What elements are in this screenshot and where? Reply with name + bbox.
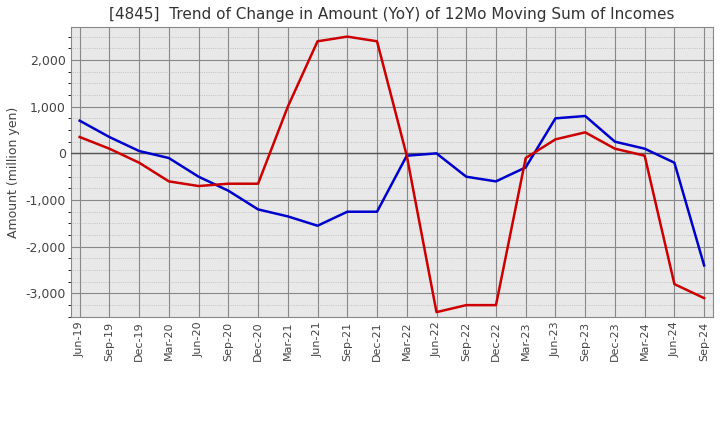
Line: Ordinary Income: Ordinary Income [80,116,704,265]
Net Income [640,153,649,158]
Ordinary Income [551,116,559,121]
Ordinary Income [462,174,471,180]
Ordinary Income [135,148,143,154]
Net Income [611,146,619,151]
Ordinary Income [670,160,679,165]
Net Income [521,155,530,161]
Ordinary Income [402,153,411,158]
Net Income [492,302,500,308]
Net Income [343,34,351,39]
Net Income [313,39,322,44]
Net Income [551,137,559,142]
Ordinary Income [581,114,590,119]
Net Income [432,309,441,315]
Net Income [165,179,174,184]
Net Income [402,153,411,158]
Ordinary Income [313,223,322,228]
Ordinary Income [521,165,530,170]
Ordinary Income [700,263,708,268]
Net Income [194,183,203,189]
Ordinary Income [611,139,619,144]
Ordinary Income [105,134,114,139]
Line: Net Income: Net Income [80,37,704,312]
Net Income [76,134,84,139]
Net Income [670,282,679,287]
Ordinary Income [343,209,351,214]
Net Income [135,160,143,165]
Y-axis label: Amount (million yen): Amount (million yen) [7,106,20,238]
Net Income [224,181,233,187]
Ordinary Income [284,214,292,219]
Ordinary Income [224,188,233,193]
Net Income [700,296,708,301]
Ordinary Income [253,207,262,212]
Ordinary Income [165,155,174,161]
Title: [4845]  Trend of Change in Amount (YoY) of 12Mo Moving Sum of Incomes: [4845] Trend of Change in Amount (YoY) o… [109,7,675,22]
Ordinary Income [76,118,84,123]
Net Income [105,146,114,151]
Net Income [581,130,590,135]
Ordinary Income [194,174,203,180]
Net Income [284,104,292,109]
Net Income [373,39,382,44]
Net Income [462,302,471,308]
Ordinary Income [640,146,649,151]
Net Income [253,181,262,187]
Ordinary Income [373,209,382,214]
Ordinary Income [492,179,500,184]
Legend: Ordinary Income, Net Income: Ordinary Income, Net Income [236,437,548,440]
Ordinary Income [432,151,441,156]
